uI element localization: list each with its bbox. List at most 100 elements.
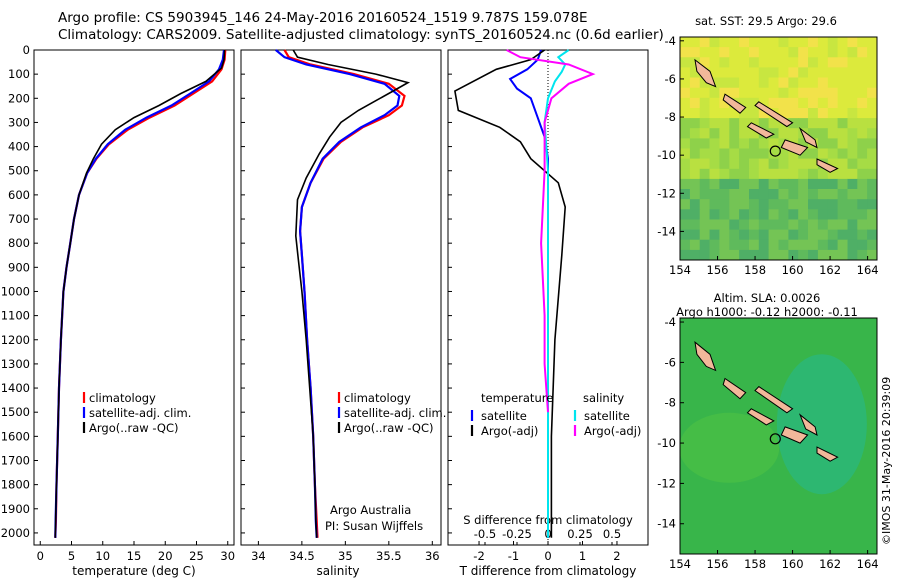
- sst-cell: [827, 47, 839, 58]
- sst-cell: [709, 168, 720, 180]
- sst-cell: [709, 209, 720, 220]
- sst-cell: [798, 97, 809, 109]
- sst-cell: [719, 87, 730, 99]
- sst-cell: [857, 108, 868, 119]
- sst-cell: [689, 97, 701, 109]
- sst-cell: [798, 37, 809, 48]
- y-tick-label: 500: [8, 164, 30, 178]
- sst-cell: [837, 67, 848, 78]
- sst-cell: [768, 209, 779, 220]
- sst-cell: [689, 229, 701, 241]
- sst-cell: [768, 67, 779, 78]
- sst-cell: [778, 57, 789, 68]
- sst-cell: [689, 249, 701, 260]
- sst-cell: [709, 138, 720, 149]
- sst-cell: [827, 209, 839, 220]
- sst-cell: [867, 87, 877, 99]
- sst-cell: [719, 128, 730, 139]
- legend-title: salinity: [583, 391, 624, 405]
- legend-label: Argo(-adj): [584, 424, 641, 438]
- sst-cell: [680, 249, 691, 260]
- sst-cell: [729, 138, 740, 149]
- sst-cell: [709, 229, 720, 241]
- sst-cell: [719, 148, 730, 160]
- sst-cell: [680, 108, 691, 119]
- sst-cell: [758, 178, 770, 190]
- sst-cell: [817, 219, 829, 231]
- sst-cell: [758, 77, 770, 89]
- sst-cell: [798, 87, 809, 99]
- sst-cell: [719, 239, 730, 251]
- sst-cell: [808, 178, 819, 190]
- sst-cell: [798, 47, 809, 58]
- sla-island: [816, 446, 839, 462]
- top-tick-label: 0.5: [603, 527, 621, 541]
- sst-cell: [680, 138, 691, 149]
- sst-cell: [857, 37, 868, 48]
- sst-cell: [867, 118, 877, 129]
- temperature-series-2: [54, 49, 226, 538]
- sst-cell: [689, 148, 701, 160]
- sst-cell: [758, 168, 770, 180]
- map-x-tick-label: 154: [669, 263, 691, 277]
- sst-cell: [847, 108, 858, 119]
- sst-argo-marker: [769, 145, 781, 157]
- sst-cell: [778, 219, 789, 231]
- sst-cell: [729, 37, 740, 48]
- sst-cell: [847, 209, 858, 220]
- sst-cell: [847, 118, 858, 129]
- sst-cell: [699, 118, 710, 129]
- difference-series-0: [508, 49, 549, 538]
- sst-cell: [867, 239, 877, 251]
- sst-cell: [798, 118, 809, 129]
- sst-cell: [729, 87, 740, 99]
- sla-anomaly: [776, 354, 867, 495]
- sst-cell: [719, 108, 730, 119]
- map-x-tick-label: 156: [707, 557, 729, 571]
- sst-cell: [768, 77, 779, 89]
- sst-cell: [837, 97, 848, 109]
- sst-cell: [847, 199, 858, 210]
- sst-cell: [778, 108, 789, 119]
- sst-cell: [749, 189, 760, 200]
- sst-cell: [699, 168, 710, 180]
- top-tick-label: -0.25: [502, 527, 532, 541]
- sst-cell: [817, 229, 829, 241]
- sst-cell: [857, 189, 868, 200]
- sst-cell: [758, 189, 770, 200]
- sst-cell: [749, 118, 760, 129]
- map-x-tick-label: 160: [782, 557, 804, 571]
- profile-title: Argo profile: CS 5903945_146 24-May-2016…: [58, 10, 588, 26]
- sst-cell: [680, 158, 691, 170]
- sst-cell: [798, 178, 809, 190]
- sst-cell: [739, 67, 750, 78]
- sst-cell: [758, 37, 770, 48]
- sla-island: [694, 340, 717, 372]
- map-y-tick-label: -6: [665, 72, 676, 86]
- sst-cell: [768, 168, 779, 180]
- sst-cell: [699, 189, 710, 200]
- annotation-line: PI: Susan Wijffels: [325, 519, 423, 533]
- sst-cell: [758, 199, 770, 210]
- sst-cell: [827, 77, 839, 89]
- sst-cell: [680, 47, 691, 58]
- sst-cell: [847, 128, 858, 139]
- sst-cell: [709, 219, 720, 231]
- sst-cell: [778, 97, 789, 109]
- sst-cell: [729, 108, 740, 119]
- sst-cell: [778, 229, 789, 241]
- sst-cell: [739, 199, 750, 210]
- sst-cell: [847, 189, 858, 200]
- sst-cell: [739, 249, 750, 260]
- sst-cell: [768, 178, 779, 190]
- sst-cell: [847, 87, 858, 99]
- sst-cell: [768, 199, 779, 210]
- sst-cell: [699, 178, 710, 190]
- sst-cell: [857, 87, 868, 99]
- sst-cell: [758, 229, 770, 241]
- sst-cell: [680, 87, 691, 99]
- sst-cell: [817, 108, 829, 119]
- sst-cell: [739, 77, 750, 89]
- x-tick-label: 34.5: [289, 549, 315, 563]
- sst-cell: [827, 57, 839, 68]
